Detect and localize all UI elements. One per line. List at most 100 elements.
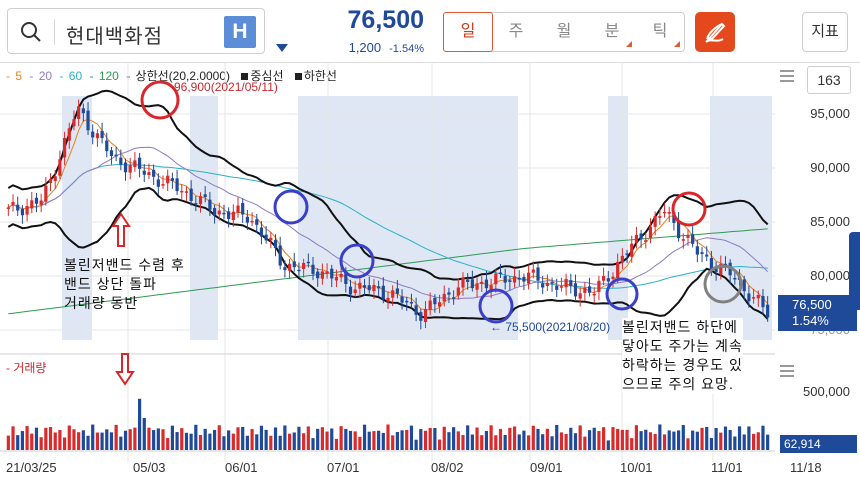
candle-body bbox=[72, 119, 76, 127]
volume-bar bbox=[16, 435, 20, 450]
candle-body bbox=[437, 302, 442, 307]
candle-body bbox=[705, 254, 709, 257]
volume-bar bbox=[358, 436, 362, 450]
volume-bar bbox=[658, 424, 662, 450]
candle-body bbox=[419, 312, 423, 321]
volume-bar bbox=[456, 431, 460, 450]
tab-month[interactable]: 월 bbox=[556, 23, 572, 40]
legend-ma20[interactable]: - 20 bbox=[29, 69, 53, 83]
volume-bar bbox=[109, 432, 114, 450]
volume-bar bbox=[428, 427, 432, 450]
volume-bar bbox=[662, 434, 667, 450]
volume-bar bbox=[11, 426, 15, 450]
volume-bar bbox=[437, 439, 442, 450]
last-price-pct: 1.54% bbox=[792, 313, 829, 328]
volume-bar bbox=[583, 436, 587, 450]
candle-body bbox=[287, 263, 292, 271]
candle-body bbox=[142, 170, 146, 175]
volume-bar bbox=[484, 431, 489, 450]
bar-count-field[interactable]: 163 bbox=[807, 66, 851, 94]
volume-bar bbox=[189, 433, 193, 450]
volume-bar bbox=[489, 425, 493, 450]
candle-body bbox=[536, 267, 540, 281]
candle-body bbox=[653, 215, 657, 227]
volume-bar bbox=[452, 427, 456, 450]
legend-mid-band[interactable]: 중심선 bbox=[237, 69, 285, 83]
search-icon[interactable] bbox=[20, 21, 42, 43]
annotation-left-line: 밴드 상단 돌파 bbox=[64, 276, 158, 292]
indicator-button[interactable]: 지표 bbox=[802, 12, 848, 52]
candle-body bbox=[152, 169, 156, 177]
volume-bar bbox=[86, 435, 90, 450]
volume-bar bbox=[709, 437, 714, 450]
volume-menu-icon[interactable] bbox=[780, 365, 794, 377]
volume-bar bbox=[180, 428, 184, 450]
candle-body bbox=[606, 278, 610, 282]
legend-lower-band[interactable]: 하한선 bbox=[291, 69, 339, 83]
pen-draw-icon bbox=[705, 22, 726, 43]
candle-body bbox=[409, 301, 414, 304]
volume-bar bbox=[705, 426, 709, 450]
candle-body bbox=[259, 227, 264, 237]
candle-body bbox=[559, 286, 564, 288]
tab-week[interactable]: 주 bbox=[508, 23, 524, 40]
chart-menu-icon[interactable] bbox=[780, 70, 794, 82]
volume-bar bbox=[20, 431, 25, 450]
volume-bar bbox=[653, 433, 657, 450]
annotation-left-line: 볼린저밴드 수렴 후 bbox=[64, 257, 185, 273]
volume-bar bbox=[133, 427, 137, 450]
volume-bar bbox=[184, 432, 189, 450]
drawing-tool-button[interactable] bbox=[695, 12, 735, 52]
candle-body bbox=[358, 282, 362, 289]
change-percent: -1.54% bbox=[389, 43, 424, 55]
candle-body bbox=[137, 157, 142, 169]
candle-body bbox=[330, 268, 334, 279]
candle-body bbox=[334, 277, 339, 281]
price-chart[interactable] bbox=[0, 62, 775, 462]
tab-tick[interactable]: 틱 bbox=[636, 13, 684, 51]
candle-body bbox=[756, 295, 760, 299]
candle-body bbox=[198, 196, 203, 205]
candle-body bbox=[156, 179, 160, 187]
search-divider bbox=[54, 19, 55, 45]
candle-body bbox=[531, 269, 535, 273]
side-panel-tab[interactable] bbox=[849, 232, 860, 310]
volume-bar bbox=[691, 430, 695, 450]
volume-bar bbox=[405, 429, 409, 450]
annotation-left-line: 거래량 동반 bbox=[64, 295, 139, 311]
stock-name[interactable]: 현대백화점 bbox=[66, 26, 163, 48]
candle-body bbox=[691, 234, 695, 244]
volume-bar bbox=[639, 431, 643, 450]
volume-bar bbox=[391, 435, 395, 450]
h-button[interactable]: H bbox=[224, 16, 256, 48]
annotation-right-line: 하락하는 경우도 있 bbox=[622, 357, 743, 373]
legend-ma5[interactable]: - 5 bbox=[6, 69, 23, 83]
candle-body bbox=[264, 234, 268, 241]
candle-body bbox=[269, 237, 273, 241]
volume-bar bbox=[72, 429, 76, 450]
volume-bar bbox=[339, 426, 343, 450]
legend-ma60[interactable]: - 60 bbox=[59, 69, 83, 83]
candle-body bbox=[362, 285, 367, 288]
volume-bar bbox=[578, 425, 582, 450]
dropdown-caret-icon[interactable] bbox=[276, 44, 288, 52]
volume-bar bbox=[550, 436, 554, 450]
candle-body bbox=[662, 211, 667, 214]
candle-body bbox=[283, 267, 287, 271]
stock-search-box[interactable]: 현대백화점 H bbox=[7, 8, 265, 54]
candle-body bbox=[400, 296, 404, 303]
candle-body bbox=[423, 308, 428, 323]
volume-bar bbox=[222, 436, 226, 450]
volume-bar bbox=[644, 429, 648, 450]
candle-body bbox=[456, 287, 460, 296]
candle-body bbox=[709, 258, 714, 269]
volume-bar bbox=[522, 430, 526, 450]
volume-bar bbox=[25, 426, 29, 450]
candle-body bbox=[695, 246, 699, 255]
candle-body bbox=[81, 108, 85, 114]
volume-bar bbox=[634, 425, 639, 450]
tab-minute[interactable]: 분 bbox=[588, 13, 636, 51]
volume-bar bbox=[503, 435, 507, 450]
tab-day[interactable]: 일 bbox=[443, 12, 493, 52]
legend-ma120[interactable]: - 120 bbox=[89, 69, 119, 83]
